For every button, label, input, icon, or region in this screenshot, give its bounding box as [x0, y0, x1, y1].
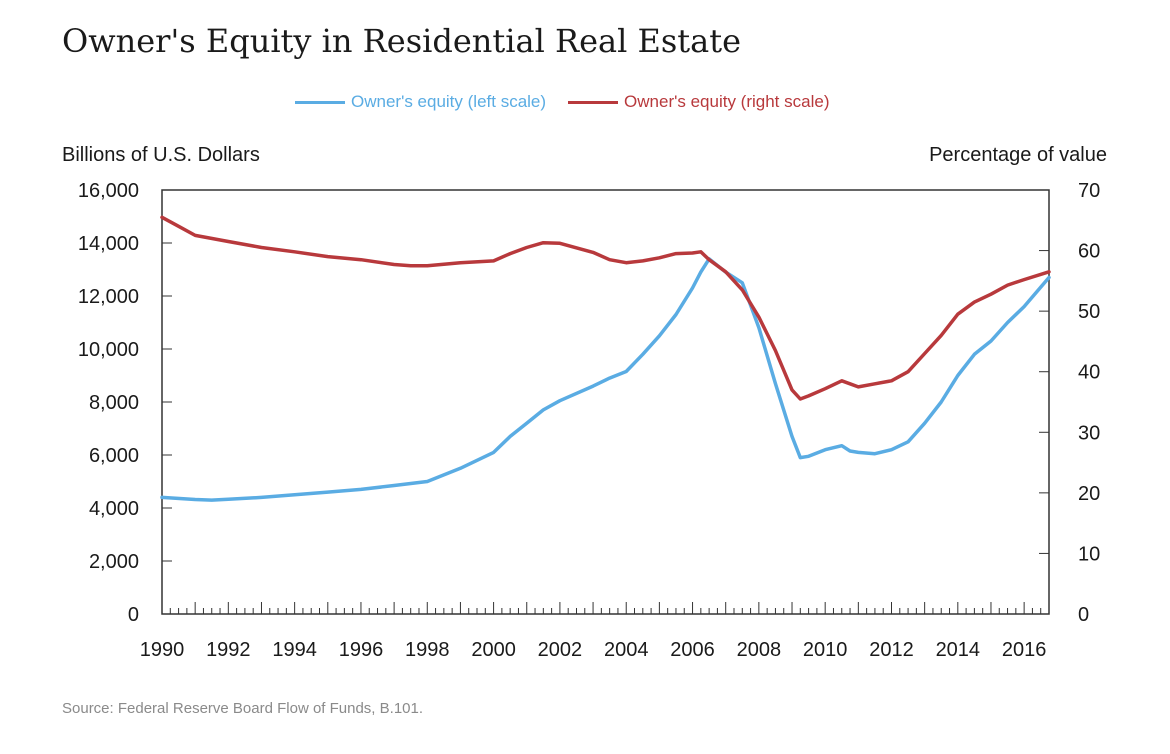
- left-axis-label: Billions of U.S. Dollars: [62, 144, 260, 166]
- series-line-right-scale: [160, 215, 1051, 401]
- left-y-tick-label-2: 4,000: [89, 498, 139, 520]
- legend-label-right-scale: Owner's equity (right scale): [624, 92, 830, 111]
- left-y-tick-label-4: 8,000: [89, 392, 139, 414]
- right-axis-label: Percentage of value: [929, 144, 1107, 166]
- right-y-tick-label-0: 0: [1078, 604, 1089, 626]
- series-line-left-scale: [160, 257, 1051, 502]
- right-y-tick-label-6: 60: [1078, 241, 1100, 263]
- x-tick-label-2012: 2012: [869, 639, 914, 661]
- left-y-tick-label-3: 6,000: [89, 445, 139, 467]
- legend-entry-right-scale: Owner's equity (right scale): [568, 92, 829, 112]
- x-tick-label-2004: 2004: [604, 639, 649, 661]
- x-tick-label-2010: 2010: [803, 639, 848, 661]
- legend-swatch-left-scale: [295, 100, 345, 104]
- legend-swatch-right-scale: [568, 100, 619, 104]
- tick-labels: 1990 1992 1994 1996 1998 2000 2002 2004 2006 2008…: [78, 180, 1100, 661]
- x-tick-label-2006: 2006: [670, 639, 715, 661]
- left-y-tick-label-7: 14,000: [78, 233, 139, 255]
- x-tick-label-2002: 2002: [538, 639, 583, 661]
- x-tick-label-1998: 1998: [405, 639, 450, 661]
- x-tick-label-1992: 1992: [206, 639, 251, 661]
- right-y-tick-label-7: 70: [1078, 180, 1100, 202]
- left-y-tick-label-1: 2,000: [89, 551, 139, 573]
- left-y-tick-label-5: 10,000: [78, 339, 139, 361]
- right-y-tick-label-3: 30: [1078, 422, 1100, 444]
- right-y-tick-label-4: 40: [1078, 362, 1100, 384]
- right-y-tick-label-1: 10: [1078, 543, 1100, 565]
- x-tick-label-1990: 1990: [140, 639, 185, 661]
- left-y-tick-label-0: 0: [128, 604, 139, 626]
- axis-ticks: [161, 189, 1050, 615]
- x-tick-label-2014: 2014: [936, 639, 981, 661]
- legend-entry-left-scale: Owner's equity (left scale): [295, 92, 546, 112]
- x-tick-label-2008: 2008: [737, 639, 782, 661]
- series-lines: [160, 215, 1051, 502]
- x-tick-label-2000: 2000: [471, 639, 516, 661]
- x-tick-label-2016: 2016: [1002, 639, 1047, 661]
- right-y-tick-label-2: 20: [1078, 483, 1100, 505]
- legend-label-left-scale: Owner's equity (left scale): [351, 92, 547, 111]
- right-y-tick-label-5: 50: [1078, 301, 1100, 323]
- x-tick-label-1994: 1994: [272, 639, 317, 661]
- source-note: Source: Federal Reserve Board Flow of Fu…: [62, 700, 424, 717]
- left-y-tick-label-8: 16,000: [78, 180, 139, 202]
- left-y-tick-label-6: 12,000: [78, 286, 139, 308]
- x-tick-label-1996: 1996: [339, 639, 384, 661]
- chart-title: Owner's Equity in Residential Real Estat…: [62, 22, 741, 60]
- legend: Owner's equity (left scale) Owner's equi…: [295, 90, 829, 114]
